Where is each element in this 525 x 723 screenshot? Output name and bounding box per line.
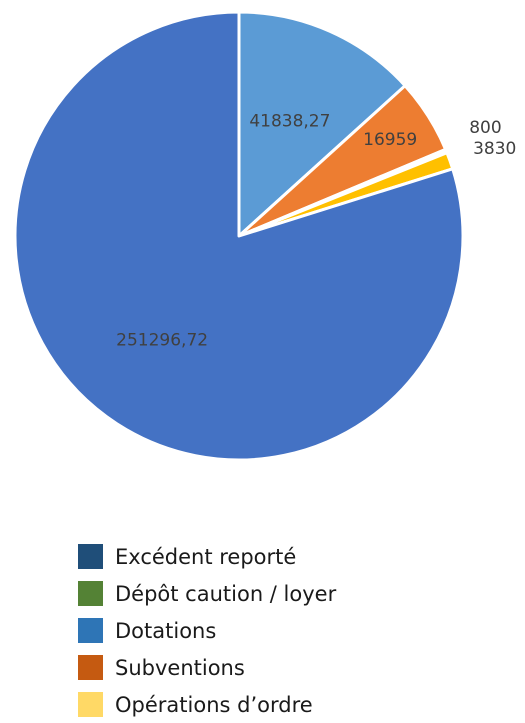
legend-label: Dépôt caution / loyer [115, 581, 337, 606]
legend-label: Excédent reporté [115, 544, 297, 569]
legend-item-excedent: Excédent reporté [78, 538, 336, 575]
legend-swatch [78, 655, 103, 680]
legend-swatch [78, 692, 103, 717]
pie-slice [13, 10, 465, 462]
slice-data-label: 800 [469, 118, 501, 138]
legend-swatch [78, 544, 103, 569]
legend-item-subventions: Subventions [78, 649, 336, 686]
pie-slice [237, 10, 407, 238]
legend-label: Dotations [115, 618, 217, 643]
legend-swatch [78, 618, 103, 643]
legend-swatch [78, 581, 103, 606]
slice-data-label: 3830 [473, 139, 516, 159]
legend-item-depot: Dépôt caution / loyer [78, 575, 336, 612]
legend-item-dotations: Dotations [78, 612, 336, 649]
legend-label: Subventions [115, 655, 245, 680]
legend-item-operations: Opérations d’ordre [78, 686, 336, 723]
slice-data-label: 41838,27 [249, 111, 330, 131]
slice-data-label: 16959 [363, 130, 417, 150]
legend: Excédent reporté Dépôt caution / loyer D… [78, 538, 336, 723]
slice-data-label: 251296,72 [116, 331, 208, 351]
